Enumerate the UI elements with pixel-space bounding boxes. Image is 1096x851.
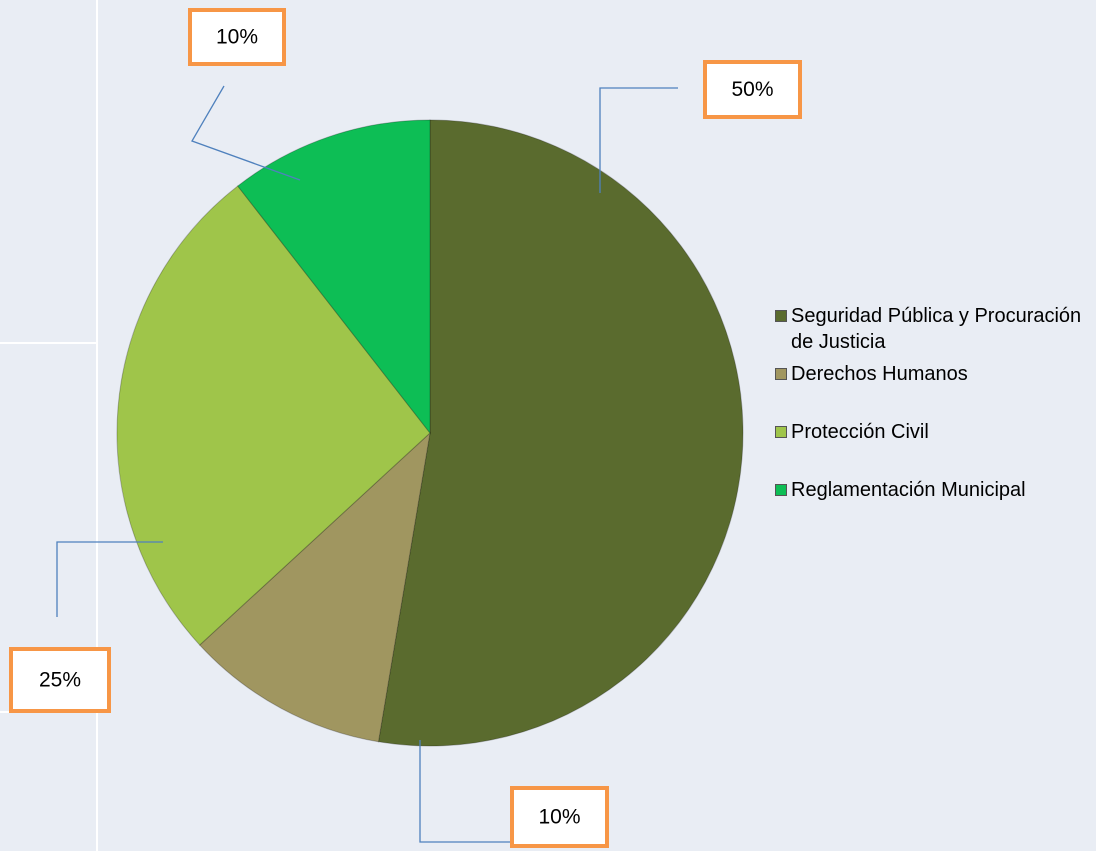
data-label-box [510,786,609,848]
legend-swatch [775,310,787,322]
data-labels: 50% 10% 25% 10% [9,8,802,848]
legend-swatch [775,484,787,496]
pie-slice [237,119,431,435]
background-grid [0,0,98,851]
legend-item: Seguridad Pública y Procuración de Justi… [775,303,1085,361]
legend-item: Reglamentación Municipal [775,477,1085,535]
legend: Seguridad Pública y Procuración de Justi… [775,303,1085,535]
data-label: 25% [39,669,81,692]
data-label: 10% [216,26,258,49]
leader-line [191,85,301,181]
legend-label: Derechos Humanos [791,363,968,385]
data-label: 10% [538,806,580,829]
legend-item: Protección Civil [775,419,1085,477]
legend-swatch [775,426,787,438]
pie [116,119,744,747]
legend-swatch [775,368,787,380]
legend-item: Derechos Humanos [775,361,1085,419]
pie-slice [199,431,431,743]
legend-label: Protección Civil [791,421,929,443]
leader-lines [56,85,678,843]
leader-line [419,740,512,843]
leader-line [599,87,678,193]
data-label-box [703,60,802,119]
legend-label: Reglamentación Municipal [791,479,1026,501]
pie-slice [116,185,431,646]
data-label: 50% [731,78,773,101]
data-label-box [188,8,286,66]
data-label-box [9,647,111,713]
pie-slice [377,119,744,747]
legend-label: Seguridad Pública y Procuración de Justi… [791,305,1082,353]
leader-line [56,541,163,617]
